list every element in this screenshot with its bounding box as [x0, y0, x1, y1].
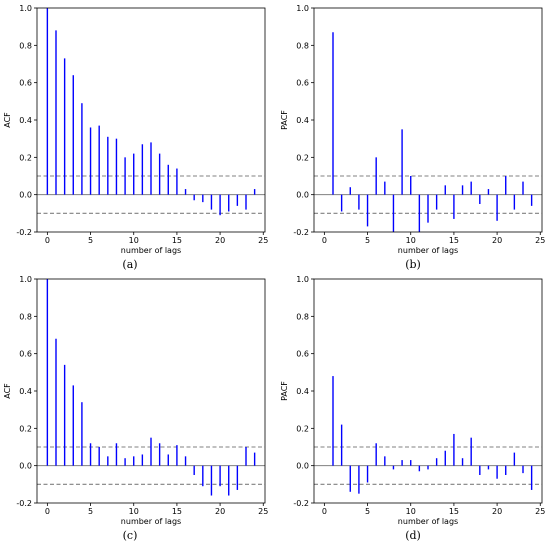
x-tick-label: 10	[129, 507, 139, 516]
y-axis-label: PACF	[280, 381, 289, 401]
y-tick-label: 0.8	[296, 41, 309, 50]
y-tick-label: 1.0	[296, 4, 309, 13]
x-tick-label: 15	[172, 236, 182, 245]
axes-frame	[36, 278, 266, 504]
x-tick-label: 20	[492, 236, 502, 245]
y-tick-label: 0.6	[296, 79, 309, 88]
y-tick-label: 0.8	[19, 41, 32, 50]
y-axis-label: PACF	[280, 110, 289, 130]
x-axis-label: number of lags	[121, 246, 181, 255]
y-tick-label: 0.2	[19, 153, 32, 162]
x-tick-label: 5	[88, 236, 93, 245]
y-axis-label: ACF	[3, 112, 12, 128]
y-tick-label: -0.2	[16, 228, 32, 237]
y-tick-label: -0.2	[293, 228, 309, 237]
x-tick-label: 0	[45, 236, 50, 245]
y-tick-label: 0.6	[19, 350, 32, 359]
x-tick-label: 20	[215, 236, 225, 245]
x-tick-label: 0	[322, 236, 327, 245]
x-tick-label: 25	[258, 507, 268, 516]
x-tick-label: 25	[535, 236, 545, 245]
y-tick-label: 0.2	[296, 153, 309, 162]
y-tick-label: 0.6	[296, 350, 309, 359]
y-tick-label: 0.6	[19, 79, 32, 88]
y-tick-label: 1.0	[19, 275, 32, 284]
x-tick-label: 10	[406, 507, 416, 516]
y-tick-label: 0.0	[296, 462, 309, 471]
x-tick-label: 5	[365, 236, 370, 245]
y-tick-label: -0.2	[293, 499, 309, 508]
axes-frame	[36, 7, 266, 233]
y-tick-label: 0.0	[19, 191, 32, 200]
x-tick-label: 15	[449, 507, 459, 516]
y-tick-label: -0.2	[16, 499, 32, 508]
x-tick-label: 20	[215, 507, 225, 516]
x-tick-label: 5	[365, 507, 370, 516]
y-tick-label: 0.2	[19, 424, 32, 433]
chart-panel-3: 0 5 10 15 20 25 1.0 0.8 0.6 0.4 0.2 0.0 -0.2 number o…	[3, 275, 268, 542]
y-tick-label: 0.4	[296, 387, 309, 396]
x-tick-label: 10	[129, 236, 139, 245]
panel-label: (b)	[405, 258, 421, 271]
panel-label: (d)	[405, 529, 421, 542]
x-tick-label: 0	[322, 507, 327, 516]
y-tick-label: 1.0	[296, 275, 309, 284]
y-tick-label: 0.8	[19, 312, 32, 321]
y-axis-label: ACF	[3, 383, 12, 399]
x-tick-label: 20	[492, 507, 502, 516]
y-tick-label: 0.0	[19, 462, 32, 471]
y-tick-label: 1.0	[19, 4, 32, 13]
y-tick-label: 0.0	[296, 191, 309, 200]
x-tick-label: 5	[88, 507, 93, 516]
x-tick-label: 0	[45, 507, 50, 516]
y-tick-label: 0.4	[19, 387, 32, 396]
x-tick-label: 25	[535, 507, 545, 516]
chart-panel-4: 0 5 10 15 20 25 1.0 0.8 0.6 0.4 0.2 0.0 -0.2 number o…	[280, 275, 545, 542]
x-tick-label: 15	[449, 236, 459, 245]
panel-label: (c)	[123, 529, 138, 542]
x-tick-label: 15	[172, 507, 182, 516]
panel-label: (a)	[122, 258, 137, 271]
chart-panel-2: 0 5 10 15 20 25 1.0 0.8 0.6 0.4 0.2 0.0 -0.2 number o…	[280, 4, 545, 271]
x-tick-label: 25	[258, 236, 268, 245]
x-axis-label: number of lags	[398, 517, 458, 526]
y-tick-label: 0.8	[296, 312, 309, 321]
y-tick-label: 0.2	[296, 424, 309, 433]
y-tick-label: 0.4	[296, 116, 309, 125]
x-axis-label: number of lags	[121, 517, 181, 526]
chart-panel-1: 0 5 10 15 20 25 1.0 0.8 0.6 0.4 0.2 0.0 -0.2 number o…	[3, 4, 268, 271]
y-tick-label: 0.4	[19, 116, 32, 125]
x-tick-label: 10	[406, 236, 416, 245]
x-axis-label: number of lags	[398, 246, 458, 255]
